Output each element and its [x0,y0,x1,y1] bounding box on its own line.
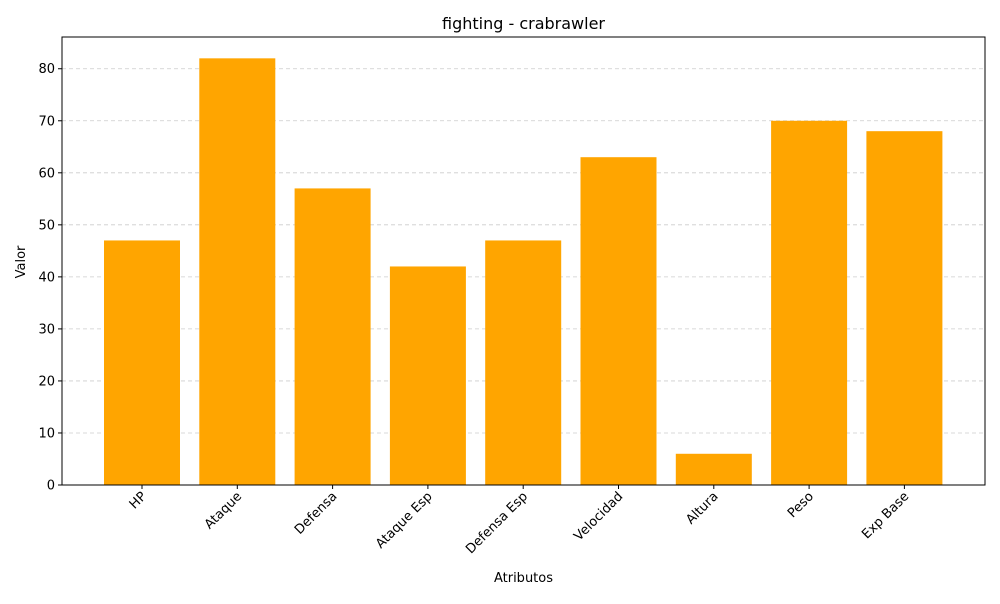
bar-altura [675,453,752,485]
y-tick-label: 30 [38,322,55,337]
x-tick-label: Defensa Esp [463,489,531,557]
y-tick-label: 10 [38,426,55,441]
bar-ataque [199,58,276,485]
y-tick-label: 0 [47,479,55,494]
y-tick-label: 50 [38,218,55,233]
x-tick-label: Altura [683,489,721,527]
x-axis-ticks: HP Ataque Defensa Ataque Esp Defensa Esp Velo… [127,485,912,557]
bar-peso [771,120,848,486]
x-tick-label: Ataque Esp [373,489,436,552]
y-tick-label: 20 [38,374,55,389]
y-axis-ticks: 0 10 20 30 40 50 60 70 80 [38,62,62,494]
x-tick-label: HP [127,489,150,512]
y-tick-label: 60 [38,166,55,181]
y-axis-label: Valor [14,245,29,278]
bar-hp [104,240,180,485]
bar-velocidad [580,157,657,485]
bars [104,58,943,486]
y-tick-label: 40 [38,270,55,285]
y-tick-label: 70 [38,114,55,129]
y-tick-label: 80 [38,62,55,77]
bar-exp-base [866,131,943,485]
x-tick-label: Exp Base [859,489,912,542]
chart-title: fighting - crabrawler [442,14,605,33]
x-tick-label: Peso [785,489,817,521]
bar-ataque-esp [389,266,466,485]
x-tick-label: Defensa [292,489,340,537]
x-tick-label: Velocidad [571,489,626,544]
x-axis-label: Atributos [494,571,553,586]
bar-defensa [294,188,371,486]
x-tick-label: Ataque [202,489,245,532]
bar-defensa-esp [485,240,562,485]
